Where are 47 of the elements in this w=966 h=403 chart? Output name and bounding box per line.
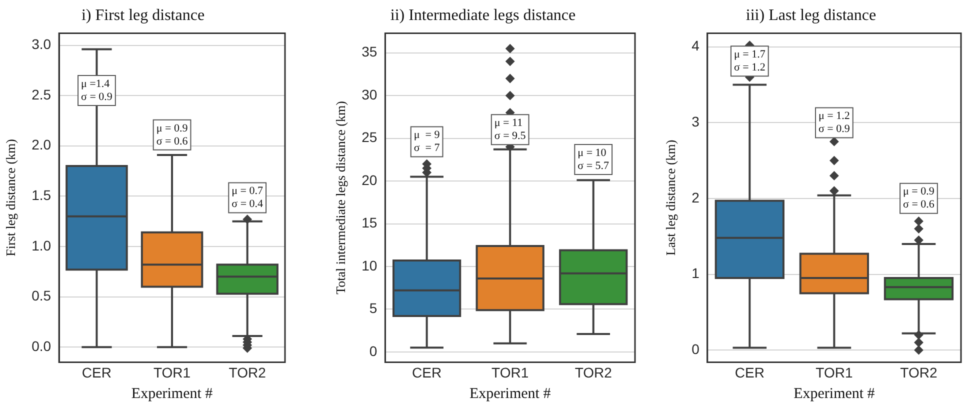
y-tick-label: 2.0: [32, 136, 52, 153]
chart-title: iii) Last leg distance: [746, 6, 876, 24]
x-tick-label: TOR1: [153, 364, 191, 380]
x-tick-label: CER: [82, 364, 112, 380]
x-tick-label: TOR2: [574, 364, 612, 380]
y-axis-title: First leg distance (km): [3, 139, 18, 256]
y-axis-title: Last leg distance (km): [663, 140, 678, 256]
x-tick-label: TOR2: [228, 364, 266, 380]
y-tick-label: 3.0: [32, 36, 52, 52]
y-tick-label: 1.5: [32, 187, 52, 204]
annotation: μ = 11 σ = 9.5: [494, 116, 526, 142]
y-tick-label: 0.0: [32, 338, 52, 354]
annotation: μ = 10 σ = 5.7: [578, 146, 610, 172]
x-tick-label: CER: [412, 364, 442, 380]
y-tick-label: 3: [692, 114, 700, 130]
x-tick-label: TOR1: [816, 364, 853, 380]
y-tick-label: 5: [369, 300, 378, 316]
annotation: μ = 1.2 σ = 0.9: [818, 110, 850, 136]
annotation: μ = 9 σ = 7: [414, 129, 440, 154]
x-axis-title: Experiment #: [131, 386, 214, 402]
y-tick-label: 35: [362, 44, 378, 60]
y-tick-label: 15: [362, 214, 378, 231]
chart-title: ii) Intermediate legs distance: [390, 6, 576, 24]
y-tick-label: 1.0: [32, 237, 52, 254]
y-tick-label: 30: [362, 86, 378, 102]
x-axis-title: Experiment #: [469, 386, 552, 402]
annotation: μ = 0.9 σ = 0.6: [156, 122, 188, 148]
y-tick-label: 10: [362, 257, 378, 274]
y-tick-label: 1: [692, 265, 700, 282]
x-tick-label: CER: [734, 364, 764, 380]
y-tick-label: 2.5: [32, 86, 52, 102]
y-axis-title: Total intermediate legs distance (km): [333, 101, 348, 294]
x-tick-label: TOR2: [900, 364, 938, 380]
y-tick-label: 0: [692, 340, 700, 357]
annotation: μ = 0.9 σ = 0.6: [903, 186, 935, 211]
y-tick-label: 20: [362, 172, 378, 188]
annotation: μ =1.4 σ = 0.9: [81, 78, 113, 103]
x-tick-label: TOR1: [492, 364, 529, 380]
annotation: μ = 1.7 σ = 1.2: [734, 48, 766, 74]
y-tick-label: 25: [362, 129, 378, 146]
y-tick-label: 4: [692, 38, 700, 54]
chart-title: i) First leg distance: [81, 6, 205, 24]
y-tick-label: 2: [692, 189, 700, 206]
y-tick-label: 0: [369, 342, 378, 359]
y-tick-label: 0.5: [32, 288, 52, 304]
x-axis-title: Experiment #: [794, 386, 876, 402]
annotation: μ = 0.7 σ = 0.4: [232, 185, 264, 210]
